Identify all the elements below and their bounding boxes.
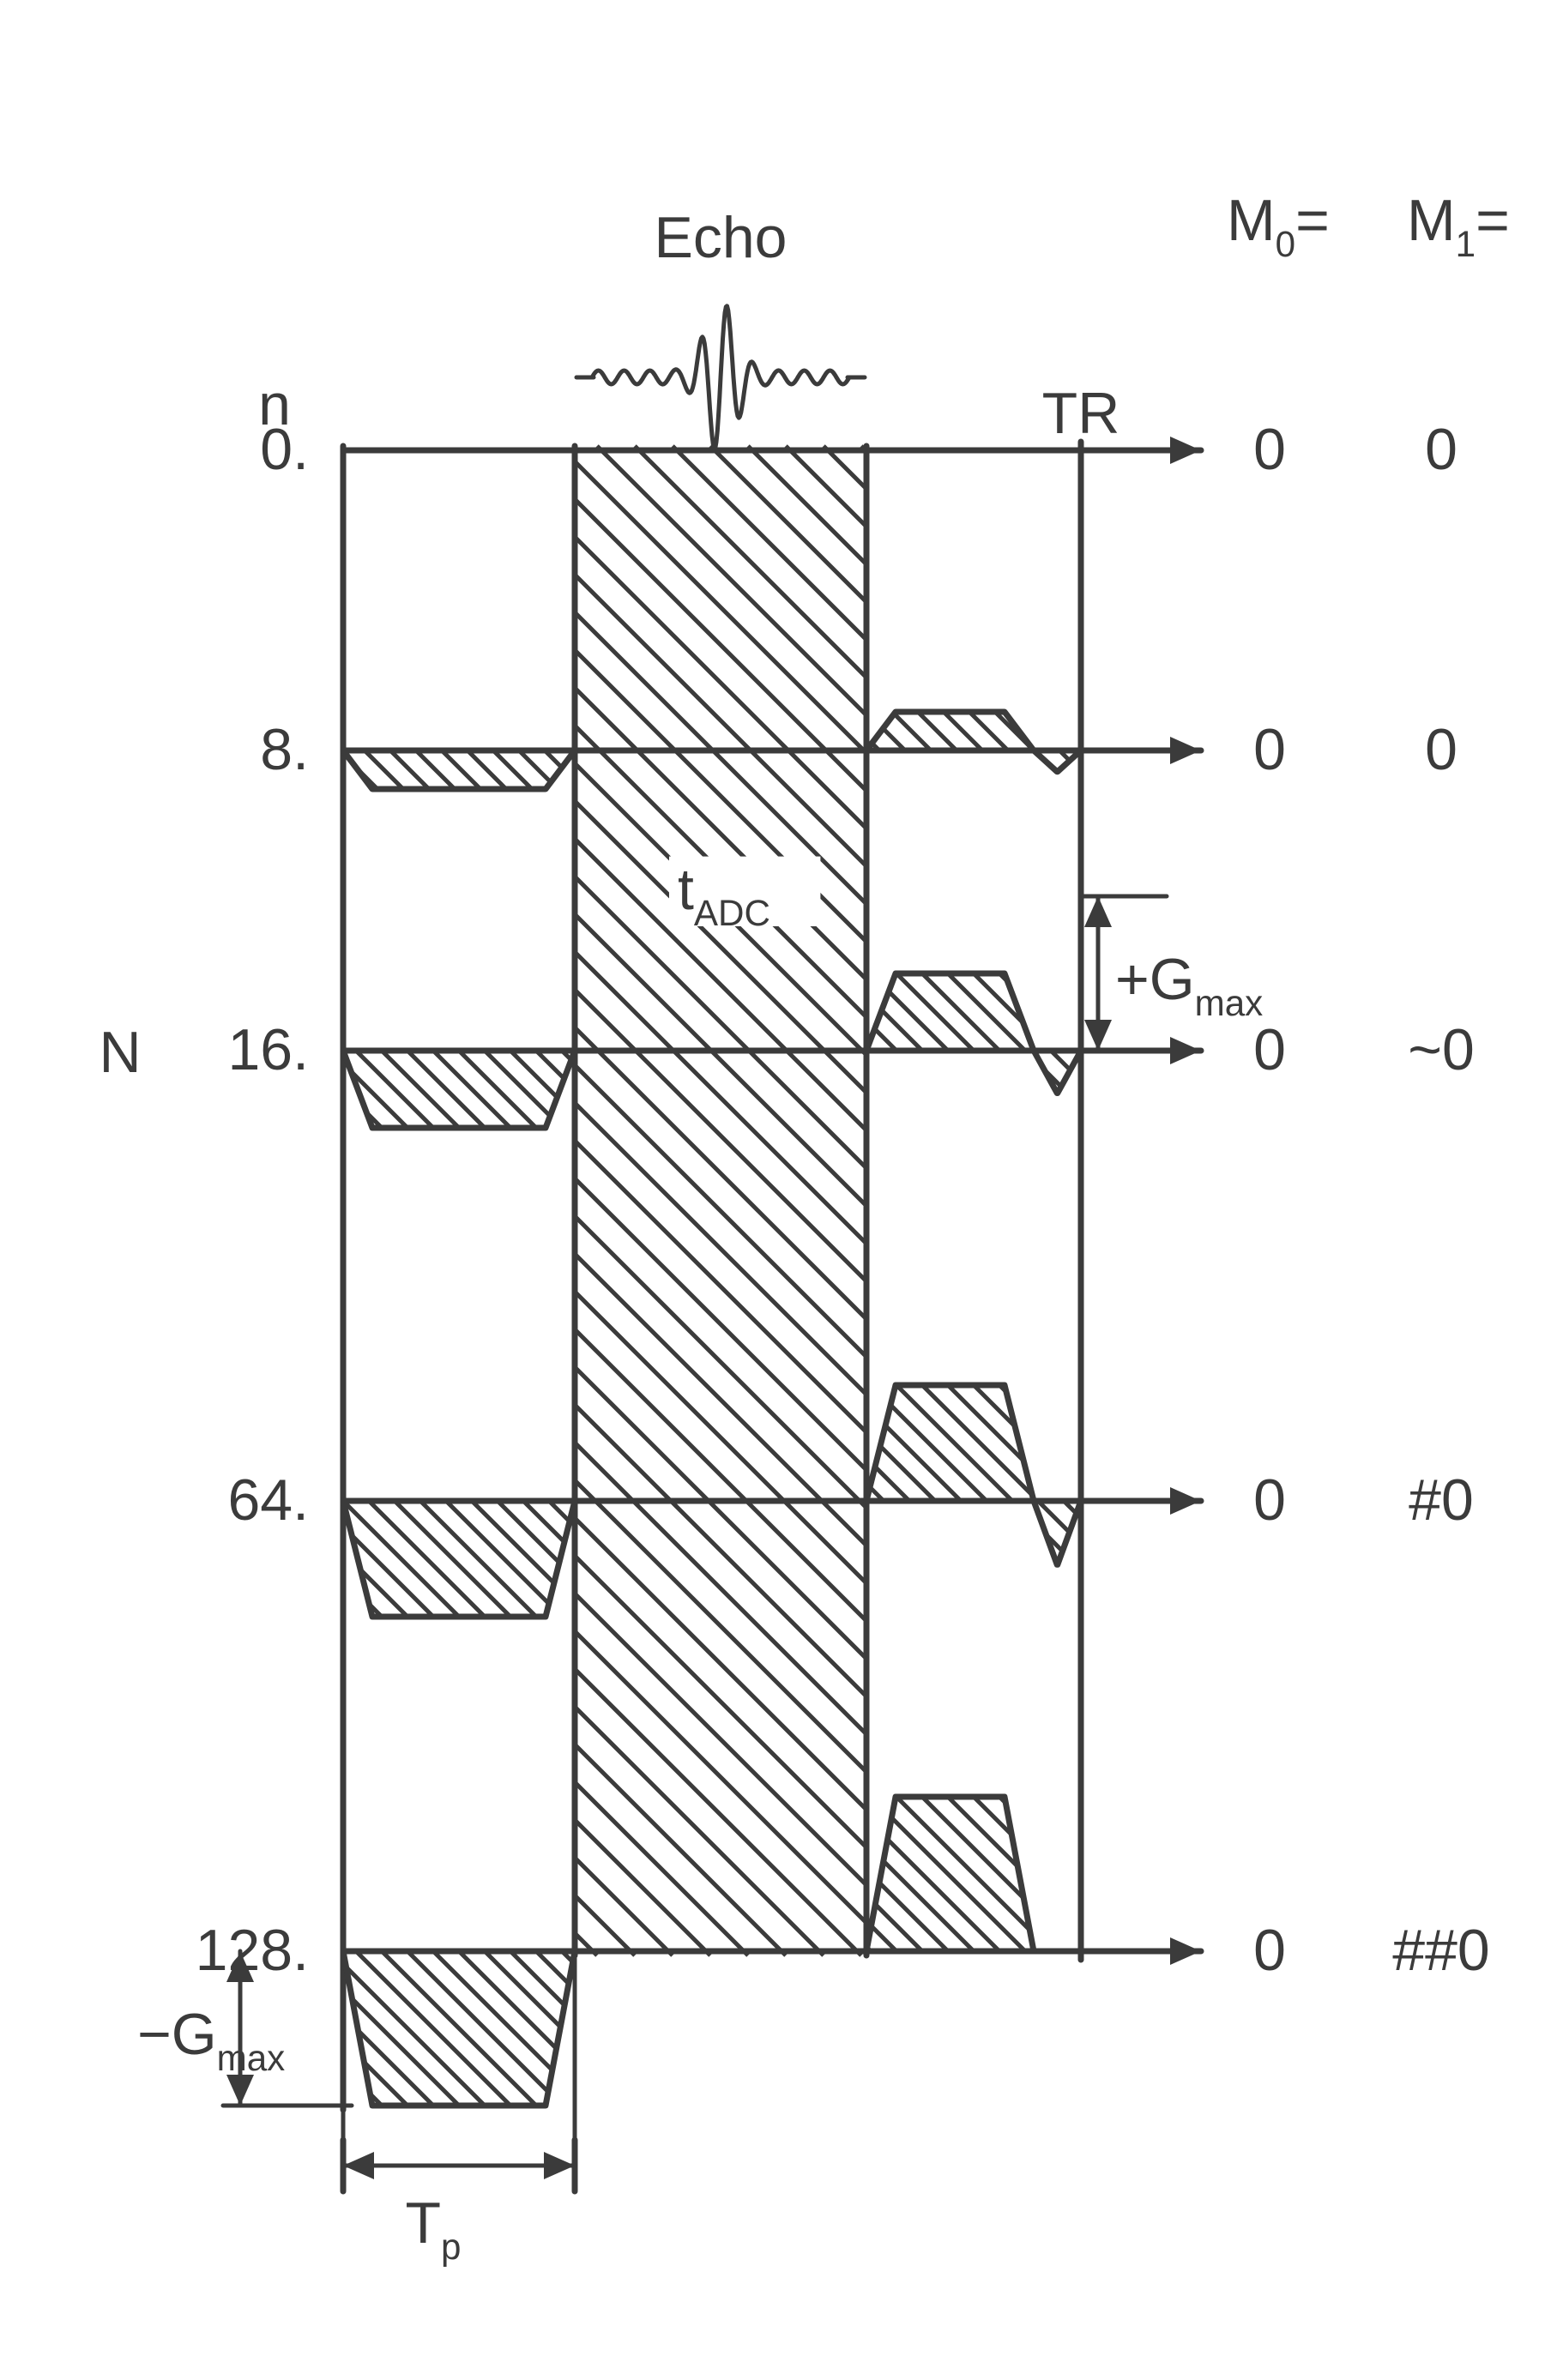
m1-header: M1= [1407, 188, 1510, 264]
row-m1-value: 0 [1425, 717, 1457, 782]
rephase-pos-lobe [866, 1385, 1034, 1501]
adc-band [575, 446, 866, 1955]
prephase-lobe [343, 1501, 575, 1617]
rephase-pos-lobe [866, 973, 1034, 1051]
row-n-label: 64. [227, 1467, 309, 1533]
rephase-neg-lobe [1034, 750, 1081, 772]
big-n-label: N [99, 1020, 141, 1085]
rephase-neg-lobe [1034, 1501, 1081, 1564]
row-m0-value: 0 [1253, 1017, 1286, 1082]
tr-label: TR [1042, 381, 1120, 446]
row-n-label: 16. [227, 1017, 309, 1082]
row-m1-value: ##0 [1392, 1918, 1489, 1983]
tp-label: Tp [406, 2190, 462, 2267]
prephase-lobe [343, 1951, 575, 2106]
row-128 [343, 1797, 1201, 2106]
row-m1-value: ~0 [1408, 1017, 1475, 1082]
prephase-lobe [343, 1051, 575, 1128]
row-m0-value: 0 [1253, 1467, 1286, 1533]
rephase-neg-lobe [1034, 1051, 1081, 1094]
m0-header: M0= [1227, 188, 1330, 264]
row-n-label: 8. [260, 717, 309, 782]
echo-label: Echo [655, 205, 788, 270]
row-m0-value: 0 [1253, 417, 1286, 482]
neg-gmax-label: −Gmax [137, 2002, 285, 2078]
rephase-pos-lobe [866, 712, 1034, 750]
row-m1-value: 0 [1425, 417, 1457, 482]
row-m1-value: #0 [1409, 1467, 1474, 1533]
row-64 [343, 1385, 1201, 1617]
gmax-label: +Gmax [1115, 947, 1263, 1023]
row-n-label: 128. [196, 1918, 309, 1983]
row-m0-value: 0 [1253, 717, 1286, 782]
n-header-label: n [258, 372, 291, 437]
row-m0-value: 0 [1253, 1918, 1286, 1983]
echo-signal [592, 306, 849, 449]
rephase-pos-lobe [866, 1797, 1034, 1951]
row-8 [343, 712, 1201, 789]
prephase-lobe [343, 750, 575, 789]
